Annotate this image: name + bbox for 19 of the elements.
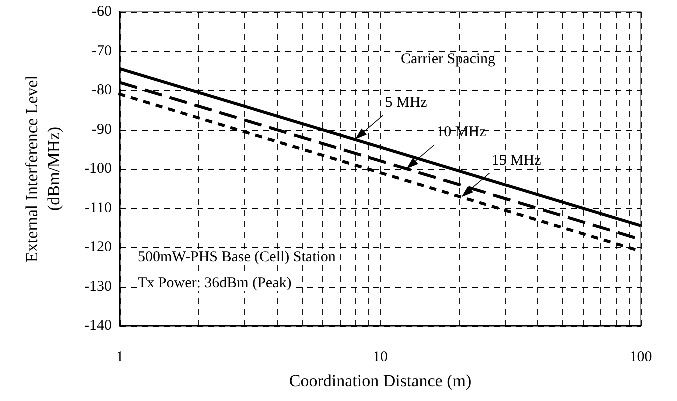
annotation: Carrier Spacing <box>401 52 496 68</box>
y-axis-title: External Interference Level (dBm/MHz) <box>22 75 64 262</box>
annotation: 5 MHz <box>385 95 428 112</box>
x-tick-label: 100 <box>630 350 652 366</box>
annotation: 15 MHz <box>492 152 542 169</box>
y-tick-label: -90 <box>92 122 112 138</box>
y-tick-label: -80 <box>92 82 112 98</box>
y-tick-label: -140 <box>84 318 112 334</box>
y-tick-label: -130 <box>84 278 112 295</box>
x-tick-label: 1 <box>116 350 124 366</box>
annotation: 500mW-PHS Base (Cell) Station <box>138 250 336 266</box>
x-tick-label: 10 <box>373 350 388 366</box>
y-tick-label: -110 <box>85 200 112 216</box>
y-tick-label: -120 <box>84 240 112 256</box>
y-tick-label: -70 <box>92 43 112 60</box>
x-axis-title: Coordination Distance (m) <box>289 371 472 390</box>
y-tick-label: -100 <box>84 161 112 177</box>
y-tick-label: -60 <box>92 4 112 20</box>
annotation: Tx Power: 36dBm (Peak) <box>138 276 292 292</box>
